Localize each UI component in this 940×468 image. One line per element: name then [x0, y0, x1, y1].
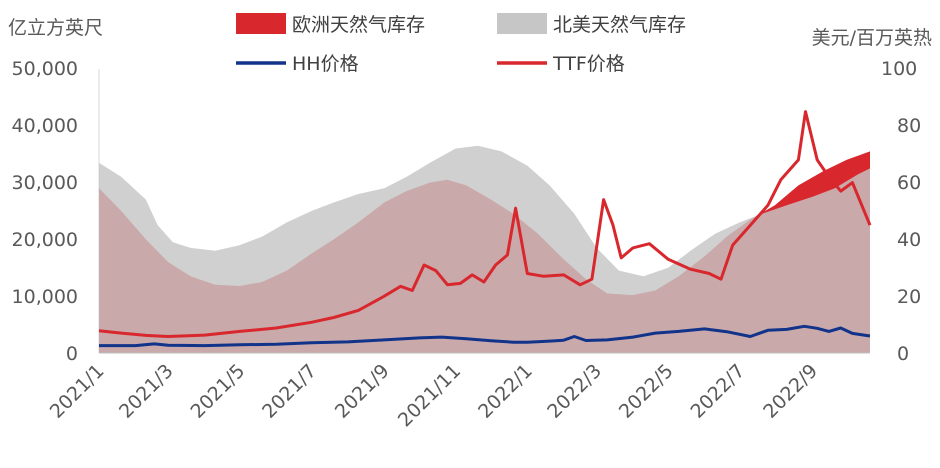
left-tick-label: 0 — [66, 343, 78, 365]
right-tick-label: 100 — [881, 58, 917, 80]
left-axis-ticks: 0 10,000 20,000 30,000 40,000 50,000 — [12, 58, 78, 365]
right-tick-label: 20 — [897, 286, 921, 308]
x-tick-label: 2022/5 — [615, 360, 678, 423]
right-axis-title: 美元/百万英热 — [812, 27, 932, 49]
x-axis-ticks: 2021/1 2021/3 2021/5 2021/7 2021/9 2021/… — [46, 360, 822, 431]
left-tick-label: 40,000 — [12, 115, 78, 137]
left-tick-label: 10,000 — [12, 286, 78, 308]
na-storage-area — [99, 145, 870, 353]
x-tick-label: 2022/7 — [686, 360, 749, 423]
right-tick-label: 60 — [897, 172, 921, 194]
x-tick-label: 2021/1 — [46, 360, 109, 423]
legend-label-na-storage: 北美天然气库存 — [553, 14, 686, 36]
legend-swatch-europe-storage — [236, 13, 286, 34]
x-tick-label: 2021/3 — [115, 360, 178, 423]
left-tick-label: 30,000 — [12, 172, 78, 194]
left-axis-title: 亿立方英尺 — [8, 17, 103, 39]
plot-area — [98, 69, 872, 354]
legend-label-europe-storage: 欧洲天然气库存 — [292, 14, 425, 36]
left-tick-label: 20,000 — [12, 229, 78, 251]
legend-label-hh-price: HH价格 — [292, 53, 359, 75]
hh-price-line — [99, 324, 871, 348]
x-tick-label: 2021/9 — [331, 360, 394, 423]
legend: 欧洲天然气库存 北美天然气库存 HH价格 TTF价格 — [236, 13, 686, 75]
legend-swatch-na-storage — [497, 13, 547, 34]
ttf-price-line — [98, 110, 872, 338]
right-tick-label: 40 — [897, 229, 921, 251]
legend-label-ttf-price: TTF价格 — [552, 53, 625, 75]
x-tick-label: 2021/5 — [187, 360, 250, 423]
x-tick-label: 2021/11 — [394, 360, 465, 431]
x-tick-label: 2022/9 — [759, 360, 822, 423]
right-tick-label: 80 — [897, 115, 921, 137]
x-tick-label: 2022/1 — [474, 360, 537, 423]
right-axis-ticks: 0 20 40 60 80 100 — [881, 58, 921, 365]
right-tick-label: 0 — [897, 343, 909, 365]
x-tick-label: 2022/3 — [543, 360, 606, 423]
left-tick-label: 50,000 — [12, 58, 78, 80]
x-tick-label: 2021/7 — [258, 360, 321, 423]
